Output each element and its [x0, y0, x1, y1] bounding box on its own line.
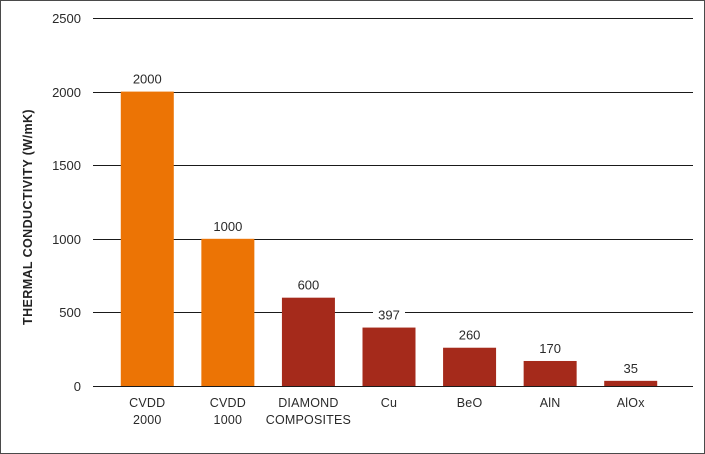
bar	[281, 297, 335, 386]
x-category-label: COMPOSITES	[266, 413, 351, 427]
bar-value-label: 260	[459, 328, 481, 343]
x-category-label: CVDD	[210, 396, 246, 410]
x-category-label: 1000	[214, 413, 243, 427]
x-category-label: AlOx	[617, 396, 645, 410]
x-category-label: AlN	[540, 396, 561, 410]
bar-value-label: 170	[539, 341, 561, 356]
bar	[120, 91, 174, 386]
bar-label-background	[614, 360, 647, 376]
bar-label-background	[131, 71, 164, 87]
bar	[443, 347, 497, 386]
x-category-label: Cu	[381, 396, 397, 410]
bar-value-label: 397	[378, 308, 400, 323]
y-tick-label: 2000	[52, 85, 81, 100]
y-axis-title: THERMAL CONDUCTIVITY (W/mK)	[21, 109, 35, 325]
x-category-label: 2000	[133, 413, 162, 427]
y-tick-label: 1500	[52, 158, 81, 173]
bar-label-background	[211, 218, 244, 234]
bar-label-background	[534, 340, 567, 356]
bar-value-label: 600	[298, 278, 320, 293]
bar-value-labels: 2000 1000 600 397 260 170 35	[131, 71, 647, 376]
x-category-label: BeO	[457, 396, 483, 410]
y-tick-label: 2500	[52, 11, 81, 26]
bar	[523, 360, 577, 386]
bar-label-background	[453, 327, 486, 343]
bar-label-background	[292, 277, 325, 293]
y-tick-label: 0	[74, 379, 81, 394]
bar	[604, 380, 658, 386]
bar	[201, 238, 255, 386]
bar-label-background	[373, 307, 405, 323]
bar-value-label: 2000	[133, 72, 162, 87]
bar-value-label: 1000	[213, 219, 242, 234]
bar-value-label: 35	[623, 361, 637, 376]
gridlines	[93, 18, 693, 387]
bar	[362, 327, 416, 386]
y-axis-ticks: 0 500 1000 1500 2000 2500	[52, 11, 81, 394]
bars	[120, 91, 658, 386]
x-category-label: CVDD	[129, 396, 165, 410]
x-category-label: DIAMOND	[278, 396, 338, 410]
y-tick-label: 500	[59, 305, 81, 320]
category-labels: CVDD 2000 CVDD 1000 DIAMOND COMPOSITES Cu BeO Al…	[129, 396, 645, 427]
y-tick-label: 1000	[52, 232, 81, 247]
